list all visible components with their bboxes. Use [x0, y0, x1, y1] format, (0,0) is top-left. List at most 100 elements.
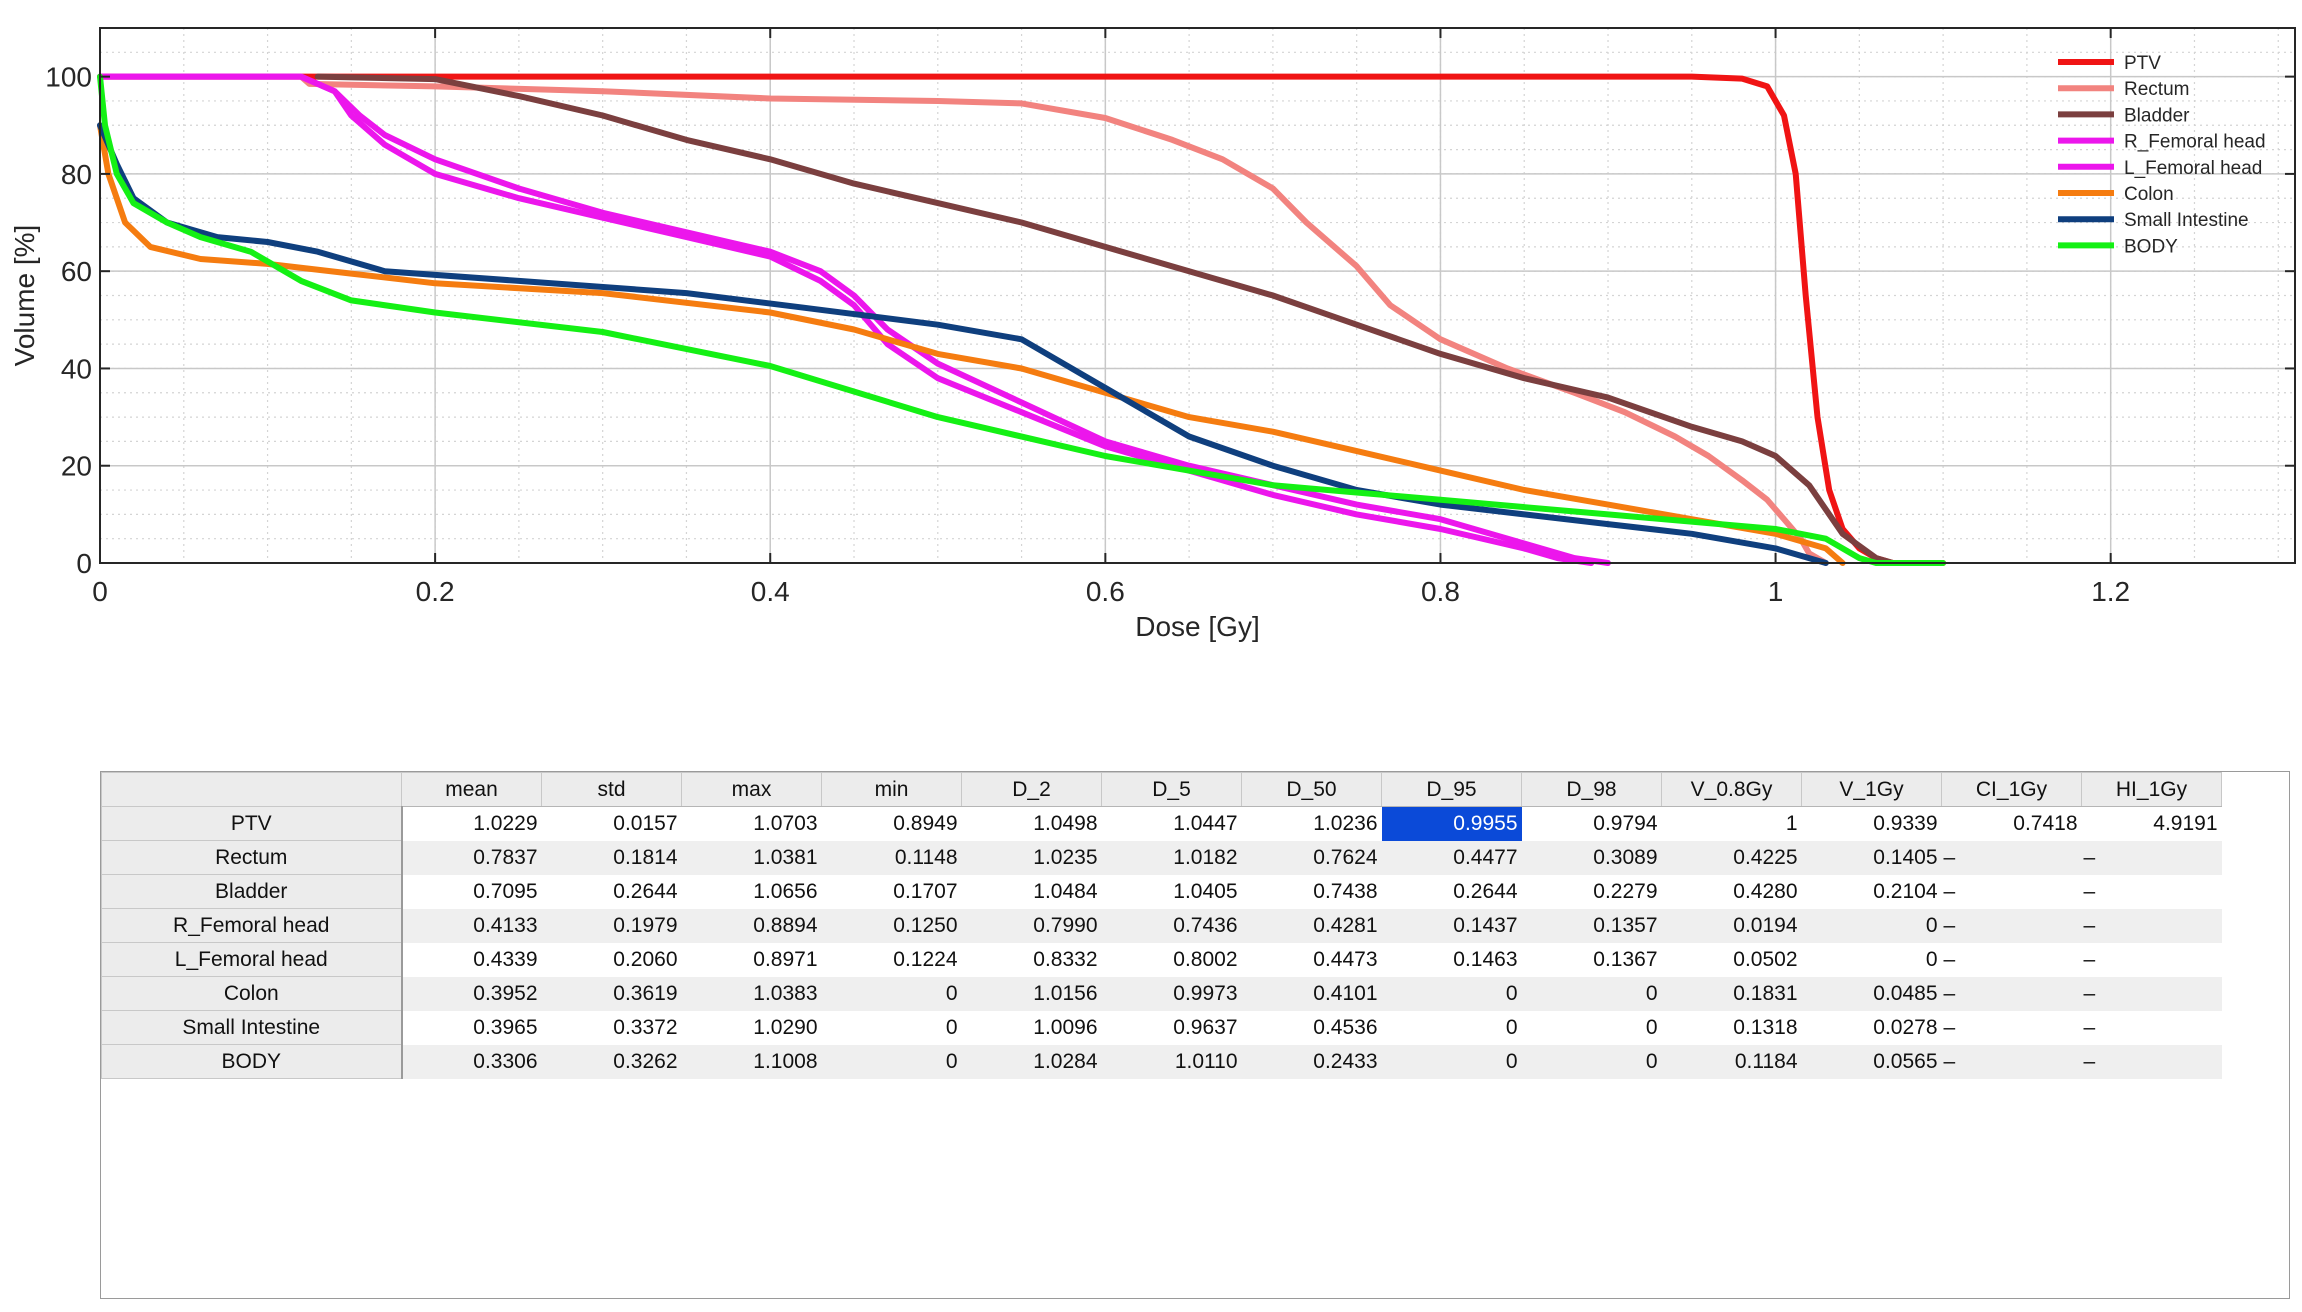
table-cell[interactable]: 0.1184 — [1661, 1044, 1802, 1079]
table-cell[interactable]: 0 — [821, 1044, 962, 1079]
row-header[interactable]: Rectum — [101, 840, 403, 875]
table-cell[interactable]: 0 — [1801, 908, 1942, 943]
table-cell[interactable]: 0.1831 — [1661, 976, 1802, 1011]
table-cell[interactable]: – — [1941, 1010, 2082, 1045]
table-cell[interactable]: 0.7837 — [401, 840, 542, 875]
table-cell[interactable]: 0 — [821, 1010, 962, 1045]
table-cell[interactable]: 0.9955 — [1381, 806, 1522, 841]
table-cell[interactable]: 0.8002 — [1101, 942, 1242, 977]
table-cell[interactable]: – — [1941, 908, 2082, 943]
table-cell[interactable]: 1.0182 — [1101, 840, 1242, 875]
table-cell[interactable]: 0.4280 — [1661, 874, 1802, 909]
table-cell[interactable]: 0.0485 — [1801, 976, 1942, 1011]
table-cell[interactable]: – — [1941, 874, 2082, 909]
table-cell[interactable]: 0.4536 — [1241, 1010, 1382, 1045]
table-row[interactable]: BODY 0.3306 0.3262 1.1008 0 1.0284 1.0110 0.243… — [101, 1044, 2222, 1079]
table-cell[interactable]: 0.7990 — [961, 908, 1102, 943]
table-cell[interactable]: 0.4473 — [1241, 942, 1382, 977]
table-cell[interactable]: 0.3965 — [401, 1010, 542, 1045]
table-cell[interactable]: 0.1979 — [541, 908, 682, 943]
table-row[interactable]: Rectum 0.7837 0.1814 1.0381 0.1148 1.0235 1.01… — [101, 840, 2222, 875]
table-cell[interactable]: 0.1367 — [1521, 942, 1662, 977]
table-cell[interactable]: 0.4133 — [401, 908, 542, 943]
table-cell[interactable]: 0.1707 — [821, 874, 962, 909]
column-header-min[interactable]: min — [821, 772, 962, 807]
table-cell[interactable]: 0 — [1521, 1010, 1662, 1045]
table-cell[interactable]: 1.0290 — [681, 1010, 822, 1045]
table-cell[interactable]: 0.0565 — [1801, 1044, 1942, 1079]
table-cell[interactable]: 0.2644 — [1381, 874, 1522, 909]
table-cell[interactable]: 4.9191 — [2081, 806, 2222, 841]
table-cell[interactable]: 0 — [1801, 942, 1942, 977]
table-cell[interactable]: 0.9339 — [1801, 806, 1942, 841]
column-header-std[interactable]: std — [541, 772, 682, 807]
table-cell[interactable]: 0.4101 — [1241, 976, 1382, 1011]
column-header-mean[interactable]: mean — [401, 772, 542, 807]
table-cell[interactable]: 0.1814 — [541, 840, 682, 875]
table-cell[interactable]: – — [1941, 976, 2082, 1011]
table-cell[interactable]: 1.0447 — [1101, 806, 1242, 841]
table-cell[interactable]: 0.7438 — [1241, 874, 1382, 909]
table-cell[interactable]: 0.4281 — [1241, 908, 1382, 943]
table-cell[interactable]: – — [2081, 1010, 2222, 1045]
table-cell[interactable]: 0.9794 — [1521, 806, 1662, 841]
table-cell[interactable]: 0 — [1521, 976, 1662, 1011]
column-header-max[interactable]: max — [681, 772, 822, 807]
table-cell[interactable]: 0.1224 — [821, 942, 962, 977]
table-cell[interactable]: 0.9973 — [1101, 976, 1242, 1011]
table-cell[interactable]: 1.0703 — [681, 806, 822, 841]
table-cell[interactable]: – — [2081, 942, 2222, 977]
table-cell[interactable]: 0.1357 — [1521, 908, 1662, 943]
table-row[interactable]: L_Femoral head 0.4339 0.2060 0.8971 0.1224 0.… — [101, 942, 2222, 977]
table-cell[interactable]: 0.1437 — [1381, 908, 1522, 943]
table-cell[interactable]: 0.8894 — [681, 908, 822, 943]
table-cell[interactable]: 0.8332 — [961, 942, 1102, 977]
column-header-d-98[interactable]: D_98 — [1521, 772, 1662, 807]
table-cell[interactable]: 1.0236 — [1241, 806, 1382, 841]
table-cell[interactable]: 0.3089 — [1521, 840, 1662, 875]
row-header[interactable]: PTV — [101, 806, 403, 841]
table-cell[interactable]: 0.2644 — [541, 874, 682, 909]
table-row[interactable]: R_Femoral head 0.4133 0.1979 0.8894 0.1250 0.… — [101, 908, 2222, 943]
table-cell[interactable]: 0.0194 — [1661, 908, 1802, 943]
table-cell[interactable]: 0.1148 — [821, 840, 962, 875]
table-cell[interactable]: 0 — [1381, 976, 1522, 1011]
column-header-v-1gy[interactable]: V_1Gy — [1801, 772, 1942, 807]
table-cell[interactable]: 1.0096 — [961, 1010, 1102, 1045]
table-cell[interactable]: 0.9637 — [1101, 1010, 1242, 1045]
table-cell[interactable]: 0.3372 — [541, 1010, 682, 1045]
table-cell[interactable]: 1.0229 — [401, 806, 542, 841]
table-cell[interactable]: 0.8949 — [821, 806, 962, 841]
table-cell[interactable]: 1.0284 — [961, 1044, 1102, 1079]
table-cell[interactable]: 1.0383 — [681, 976, 822, 1011]
table-cell[interactable]: – — [1941, 1044, 2082, 1079]
row-header[interactable]: Colon — [101, 976, 403, 1011]
table-cell[interactable]: – — [1941, 840, 2082, 875]
column-header-ci-1gy[interactable]: CI_1Gy — [1941, 772, 2082, 807]
table-cell[interactable]: 0.4477 — [1381, 840, 1522, 875]
table-cell[interactable]: – — [2081, 908, 2222, 943]
table-cell[interactable]: 1.1008 — [681, 1044, 822, 1079]
table-row[interactable]: Bladder 0.7095 0.2644 1.0656 0.1707 1.0484 1.0… — [101, 874, 2222, 909]
table-cell[interactable]: 0.2279 — [1521, 874, 1662, 909]
table-cell[interactable]: – — [2081, 874, 2222, 909]
table-cell[interactable]: 1.0405 — [1101, 874, 1242, 909]
row-header[interactable]: Small Intestine — [101, 1010, 403, 1045]
column-header-v-0-8gy[interactable]: V_0.8Gy — [1661, 772, 1802, 807]
table-cell[interactable]: 0.2060 — [541, 942, 682, 977]
table-cell[interactable]: 0 — [821, 976, 962, 1011]
column-header-d-95[interactable]: D_95 — [1381, 772, 1522, 807]
row-header[interactable]: L_Femoral head — [101, 942, 403, 977]
table-cell[interactable]: 1.0484 — [961, 874, 1102, 909]
table-cell[interactable]: 0.3952 — [401, 976, 542, 1011]
table-cell[interactable]: 1.0498 — [961, 806, 1102, 841]
row-header[interactable]: Bladder — [101, 874, 403, 909]
table-cell[interactable]: 1.0381 — [681, 840, 822, 875]
table-cell[interactable]: 0.3619 — [541, 976, 682, 1011]
table-row[interactable]: Colon 0.3952 0.3619 1.0383 0 1.0156 0.9973 0.41… — [101, 976, 2222, 1011]
table-cell[interactable]: 1 — [1661, 806, 1802, 841]
table-cell[interactable]: 1.0156 — [961, 976, 1102, 1011]
table-cell[interactable]: 0.2433 — [1241, 1044, 1382, 1079]
table-cell[interactable]: 0 — [1381, 1010, 1522, 1045]
table-cell[interactable]: 0.3306 — [401, 1044, 542, 1079]
